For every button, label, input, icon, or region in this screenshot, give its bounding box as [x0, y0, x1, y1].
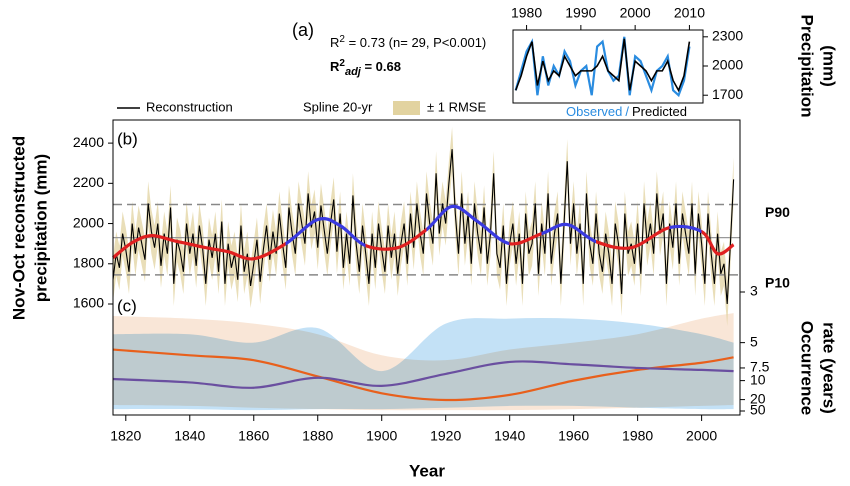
y2-tick-label: 10 [750, 371, 766, 387]
plot-frame [112, 119, 741, 416]
y-tick-label: 2400 [73, 134, 104, 150]
y-tick-label: 1700 [712, 86, 743, 102]
spline-line [111, 204, 735, 261]
x-tick-label: 1860 [238, 428, 269, 444]
r2adj-rest: = 0.68 [361, 59, 401, 74]
y-tick-label: 2000 [73, 214, 104, 230]
x-tick-label: 1990 [565, 5, 596, 21]
y2-title: Occurrence [798, 321, 817, 416]
x-tick-label: 1940 [494, 428, 525, 444]
r2-sup: 2 [339, 34, 345, 45]
panel-label: (a) [292, 20, 314, 40]
y-title: precipitation (mm) [31, 154, 50, 302]
y-tick-label: 2000 [712, 57, 743, 73]
r2adj-sup: 2 [339, 58, 345, 69]
panel-label: (b) [117, 129, 138, 148]
y-tick-label: 2200 [73, 174, 104, 190]
y2-tick-label: 50 [750, 402, 766, 418]
r2-rest: = 0.73 (n= 29, P<0.001) [345, 35, 486, 50]
x-tick-label: 1920 [430, 428, 461, 444]
r2adj-base: R [330, 59, 340, 74]
legend-label: Observed [566, 104, 622, 119]
inset-y-title: Precipitation [798, 15, 817, 118]
r2-annotation: R2 = 0.73 (n= 29, P<0.001) [330, 34, 486, 51]
x-tick-label: 2000 [686, 428, 717, 444]
y-tick-label: 2300 [712, 28, 743, 44]
legend-label: ± 1 RMSE [427, 99, 486, 114]
plot-layer [111, 127, 740, 402]
y2-tick-label: 3 [750, 283, 758, 299]
panel-label: (c) [117, 296, 137, 315]
occurrence-line [112, 360, 734, 389]
y-tick-label: 1600 [73, 295, 104, 311]
y2-tick-label: 5 [750, 333, 758, 349]
legend-label: Spline 20-yr [303, 99, 373, 114]
x-tick-label: 1840 [174, 428, 205, 444]
x-title: Year [409, 461, 445, 480]
r2-base: R [330, 35, 339, 50]
inset-legend: Observed / Predicted [566, 104, 687, 119]
r2adj-sub: adj [345, 66, 362, 78]
legend-label: Predicted [632, 104, 687, 119]
x-tick-label: 1820 [110, 428, 141, 444]
y2-tick-label: 7.5 [750, 359, 770, 375]
legend-label: Reconstruction [146, 99, 233, 114]
x-tick-label: 2010 [674, 5, 705, 21]
x-tick-label: 1980 [622, 428, 653, 444]
x-tick-label: 1980 [511, 5, 542, 21]
reference-label: P90 [765, 204, 790, 220]
y-tick-label: 1800 [73, 254, 104, 270]
x-tick-label: 1900 [366, 428, 397, 444]
x-tick-label: 1880 [302, 428, 333, 444]
bands [113, 313, 734, 411]
rmse-band [113, 127, 734, 327]
y2-title: rate (years) [820, 322, 839, 414]
y-title: Nov-Oct reconstructed [9, 136, 28, 320]
y2-tick-label: 20 [750, 390, 766, 406]
x-tick-label: 1960 [558, 428, 589, 444]
r2adj-annotation: R2adj = 0.68 [330, 58, 401, 78]
inset-y-title: (mm) [820, 45, 839, 87]
line-series [514, 38, 691, 93]
legend-swatch [393, 101, 420, 115]
legend-separator: / [625, 104, 629, 119]
x-tick-label: 2000 [620, 5, 651, 21]
reference-label: P10 [765, 275, 790, 291]
